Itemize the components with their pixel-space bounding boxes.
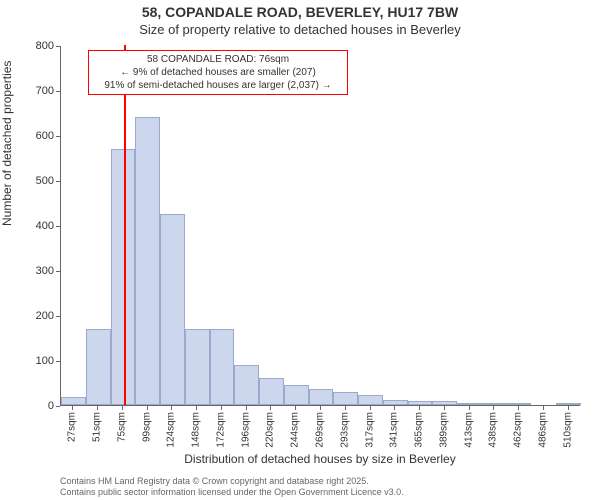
annotation-line: 91% of semi-detached houses are larger (…	[93, 79, 343, 92]
annotation-line: 58 COPANDALE ROAD: 76sqm	[93, 53, 343, 66]
x-tick-label: 148sqm	[191, 412, 202, 448]
histogram-bar	[333, 392, 358, 405]
histogram-bar	[482, 403, 507, 405]
histogram-bar	[358, 395, 383, 405]
histogram-bar	[61, 397, 86, 405]
histogram-bar	[210, 329, 235, 405]
x-tick-label: 413sqm	[463, 412, 474, 448]
x-tick-mark	[246, 406, 247, 410]
x-tick-label: 220sqm	[265, 412, 276, 448]
x-tick-mark	[196, 406, 197, 410]
x-tick-mark	[221, 406, 222, 410]
histogram-bar	[556, 403, 581, 405]
x-tick-mark	[270, 406, 271, 410]
footer-line-2: Contains public sector information licen…	[60, 487, 404, 498]
x-tick-label: 317sqm	[364, 412, 375, 448]
footer-line-1: Contains HM Land Registry data © Crown c…	[60, 476, 404, 487]
x-tick-label: 486sqm	[537, 412, 548, 448]
histogram-bar	[234, 365, 259, 406]
histogram-bar	[284, 385, 309, 405]
x-tick-label: 244sqm	[290, 412, 301, 448]
y-tick-label: 500	[36, 175, 54, 187]
x-tick-label: 269sqm	[315, 412, 326, 448]
property-marker-line	[124, 45, 126, 405]
x-tick-label: 51sqm	[92, 412, 103, 442]
x-tick-label: 75sqm	[116, 412, 127, 442]
x-tick-mark	[72, 406, 73, 410]
x-tick-mark	[345, 406, 346, 410]
x-tick-mark	[320, 406, 321, 410]
x-tick-mark	[419, 406, 420, 410]
chart-container: 58, COPANDALE ROAD, BEVERLEY, HU17 7BW S…	[0, 0, 600, 500]
y-tick-label: 100	[36, 355, 54, 367]
y-tick-mark	[56, 406, 60, 407]
x-tick-mark	[444, 406, 445, 410]
x-tick-label: 462sqm	[513, 412, 524, 448]
x-tick-label: 389sqm	[438, 412, 449, 448]
y-tick-label: 300	[36, 265, 54, 277]
x-tick-mark	[122, 406, 123, 410]
histogram-bar	[185, 329, 210, 406]
footer-credits: Contains HM Land Registry data © Crown c…	[60, 476, 404, 498]
x-tick-label: 510sqm	[562, 412, 573, 448]
x-tick-mark	[518, 406, 519, 410]
x-tick-mark	[469, 406, 470, 410]
histogram-bar	[309, 389, 334, 405]
x-tick-label: 438sqm	[488, 412, 499, 448]
histogram-bar	[135, 117, 160, 405]
x-tick-label: 341sqm	[389, 412, 400, 448]
x-tick-mark	[568, 406, 569, 410]
y-tick-label: 0	[48, 400, 54, 412]
histogram-bar	[86, 329, 111, 405]
y-tick-label: 800	[36, 40, 54, 52]
histogram-bar	[160, 214, 185, 405]
y-tick-label: 400	[36, 220, 54, 232]
histogram-bar	[457, 403, 482, 405]
annotation-line: ← 9% of detached houses are smaller (207…	[93, 66, 343, 79]
x-tick-mark	[97, 406, 98, 410]
x-tick-mark	[543, 406, 544, 410]
x-tick-mark	[394, 406, 395, 410]
x-tick-label: 293sqm	[339, 412, 350, 448]
x-tick-label: 172sqm	[215, 412, 226, 448]
x-tick-label: 99sqm	[141, 412, 152, 442]
x-tick-mark	[171, 406, 172, 410]
histogram-bar	[408, 401, 433, 406]
y-axis-label: Number of detached properties	[0, 61, 14, 226]
x-tick-label: 27sqm	[67, 412, 78, 442]
histogram-bar	[383, 400, 408, 405]
histogram-bar	[507, 403, 532, 405]
x-tick-label: 365sqm	[414, 412, 425, 448]
y-axis-label-text: Number of detached properties	[0, 61, 14, 226]
y-tick-label: 700	[36, 85, 54, 97]
chart-title-line2: Size of property relative to detached ho…	[0, 22, 600, 37]
y-tick-label: 600	[36, 130, 54, 142]
chart-title-line1: 58, COPANDALE ROAD, BEVERLEY, HU17 7BW	[0, 4, 600, 20]
x-tick-mark	[493, 406, 494, 410]
histogram-bar	[259, 378, 284, 405]
annotation-box: 58 COPANDALE ROAD: 76sqm← 9% of detached…	[88, 50, 348, 95]
plot-area	[60, 46, 580, 406]
x-tick-label: 124sqm	[166, 412, 177, 448]
x-tick-mark	[147, 406, 148, 410]
x-tick-mark	[370, 406, 371, 410]
x-tick-mark	[295, 406, 296, 410]
x-tick-label: 196sqm	[240, 412, 251, 448]
x-axis-label: Distribution of detached houses by size …	[60, 452, 580, 466]
histogram-bar	[111, 149, 136, 406]
histogram-bar	[432, 401, 457, 405]
y-tick-label: 200	[36, 310, 54, 322]
